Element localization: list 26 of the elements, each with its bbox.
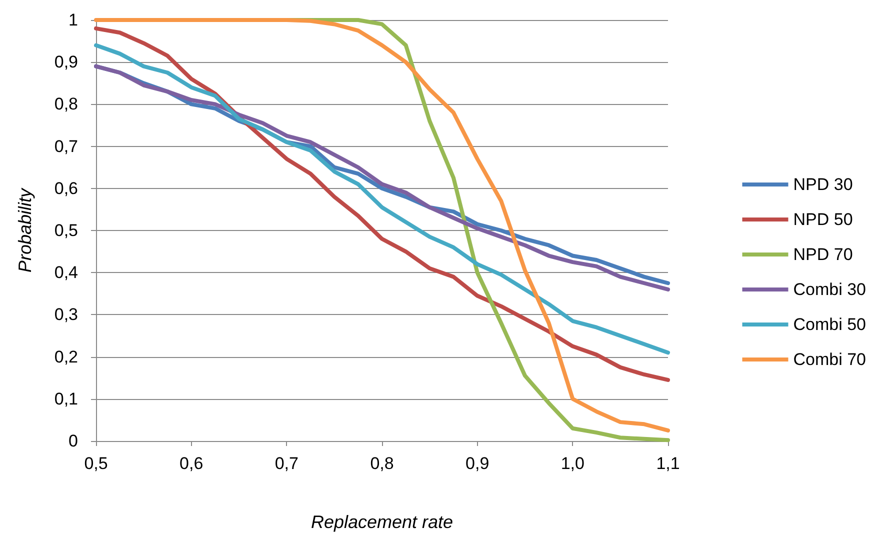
y-tick-label: 0,5 xyxy=(54,221,78,240)
x-tick-label: 1,0 xyxy=(560,454,584,473)
x-tick-label: 0,5 xyxy=(84,454,108,473)
y-tick-label: 0,1 xyxy=(54,389,78,408)
y-tick-label: 0,3 xyxy=(54,305,78,324)
y-tick-label: 0 xyxy=(68,432,78,450)
legend-label: Combi 70 xyxy=(793,350,866,369)
legend-label: NPD 30 xyxy=(793,175,853,194)
y-axis-title: Probability xyxy=(15,187,35,273)
x-tick-label: 0,7 xyxy=(274,454,298,473)
y-tick-label: 0,2 xyxy=(54,347,78,366)
legend-label: NPD 70 xyxy=(793,245,853,264)
y-tick-label: 0,8 xyxy=(54,94,78,114)
y-tick-label: 1 xyxy=(68,10,78,30)
x-tick-label: 0,8 xyxy=(370,454,394,473)
legend-label: NPD 50 xyxy=(793,210,853,229)
x-tick-label: 1,1 xyxy=(656,454,680,473)
y-tick-label: 0,9 xyxy=(54,52,78,72)
y-tick-label: 0,6 xyxy=(54,178,78,198)
x-axis-title: Replacement rate xyxy=(310,512,454,532)
x-tick-label: 0,9 xyxy=(466,454,490,473)
y-tick-label: 0,4 xyxy=(54,263,78,282)
legend-label: Combi 30 xyxy=(793,280,866,299)
x-tick-label: 0,6 xyxy=(180,454,204,473)
legend-label: Combi 50 xyxy=(793,315,866,334)
y-tick-label: 0,7 xyxy=(54,136,78,156)
